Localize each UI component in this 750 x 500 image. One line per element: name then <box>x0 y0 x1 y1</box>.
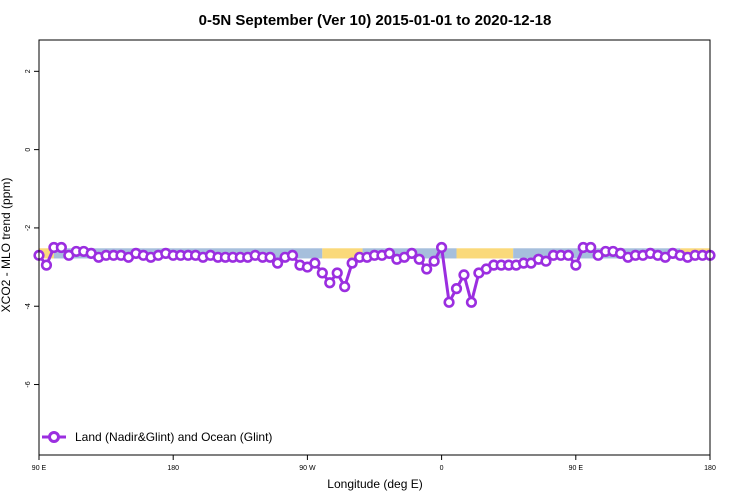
data-point <box>316 267 328 279</box>
y-tick-label: -6 <box>25 381 32 387</box>
data-point <box>309 257 321 269</box>
legend-label: Land (Nadir&Glint) and Ocean (Glint) <box>75 430 272 444</box>
data-point <box>540 255 552 267</box>
x-tick-label: 180 <box>704 465 716 472</box>
data-point <box>465 296 478 308</box>
plot-frame <box>38 39 711 456</box>
x-tick-label: 90 E <box>32 465 47 472</box>
x-tick-label: 0 <box>440 465 444 472</box>
legend: Land (Nadir&Glint) and Ocean (Glint) <box>42 430 272 444</box>
y-tick-label: 0 <box>25 148 32 152</box>
data-point <box>458 269 470 281</box>
x-tick-label: 90 W <box>299 465 316 472</box>
data-point <box>324 277 336 289</box>
data-point <box>264 251 276 263</box>
data-point <box>339 281 351 293</box>
data-point <box>40 259 53 271</box>
x-tick-label: 180 <box>167 465 179 472</box>
data-point <box>346 257 358 269</box>
x-tick-label: 90 E <box>569 465 584 472</box>
axes: 90 E 180 90 W 0 90 E 180 2 0 -2 -4 -6 <box>25 39 716 472</box>
data-point <box>570 259 582 271</box>
data-point <box>421 263 433 275</box>
data-point <box>450 283 463 295</box>
band-segment <box>39 248 54 259</box>
y-tick-label: 2 <box>25 69 32 73</box>
data-point <box>585 241 597 254</box>
data-point <box>286 249 299 261</box>
data-point <box>55 241 67 254</box>
data-point <box>428 255 440 267</box>
data-point <box>443 296 455 308</box>
band-segment <box>456 248 514 259</box>
chart-title: 0-5N September (Ver 10) 2015-01-01 to 20… <box>199 12 552 29</box>
data-point <box>271 257 284 269</box>
data-point <box>436 241 448 254</box>
data-point <box>562 249 574 261</box>
data-point <box>413 253 425 265</box>
x-axis-label: Longitude (deg E) <box>327 477 422 491</box>
series-layer <box>33 241 716 308</box>
data-point <box>331 267 343 279</box>
y-tick-label: -2 <box>25 225 32 231</box>
data-point <box>406 247 418 259</box>
y-tick-label: -4 <box>25 303 32 309</box>
data-point <box>383 247 396 259</box>
band-segment <box>322 248 363 259</box>
y-axis-label: XCO2 - MLO trend (ppm) <box>0 178 13 313</box>
legend-marker <box>48 431 60 443</box>
